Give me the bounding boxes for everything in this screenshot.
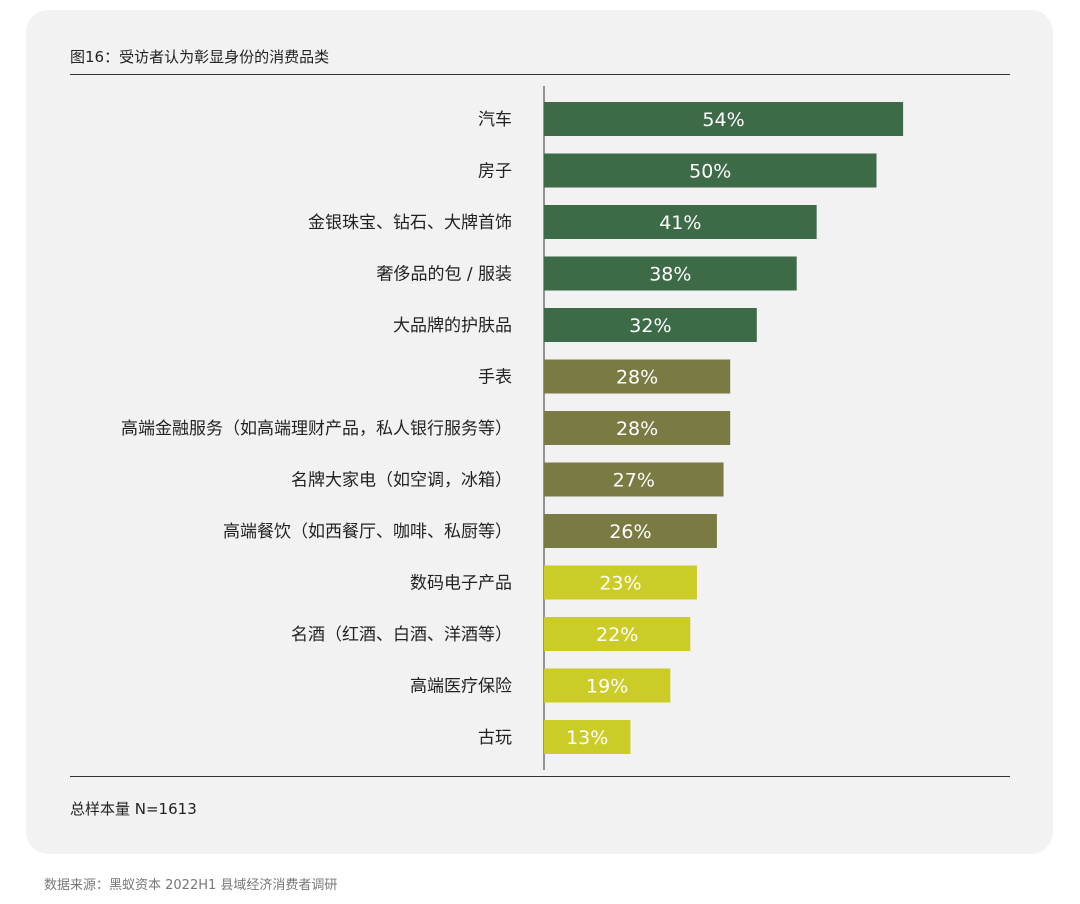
bar	[544, 308, 757, 342]
bottom-divider	[70, 776, 1010, 777]
category-label: 高端金融服务（如高端理财产品，私人银行服务等）	[121, 419, 512, 439]
chart-title: 图16：受访者认为彰显身份的消费品类	[70, 48, 330, 66]
data-label: 54%	[702, 109, 744, 131]
data-label: 38%	[649, 264, 691, 286]
category-label: 高端医疗保险	[410, 677, 512, 697]
bar	[544, 205, 817, 239]
data-label: 41%	[659, 212, 701, 234]
category-label: 古玩	[478, 728, 512, 748]
bar	[544, 102, 904, 136]
category-label: 手表	[478, 368, 512, 388]
bar	[544, 617, 691, 651]
data-source-note: 数据来源：黑蚁资本 2022H1 县域经济消费者调研	[44, 878, 338, 893]
bar	[544, 359, 731, 394]
title-divider	[70, 74, 1010, 75]
category-label: 数码电子产品	[410, 574, 512, 594]
category-label: 房子	[478, 162, 512, 182]
bar	[544, 514, 717, 548]
data-label: 28%	[616, 418, 658, 440]
bar-chart: 汽车 54% 房子 50% 金银珠宝、钻石、大牌首饰 41% 奢侈品的包 / 服装 38% 大品…	[121, 86, 904, 770]
data-label: 19%	[586, 676, 628, 698]
category-label: 奢侈品的包 / 服装	[376, 265, 512, 285]
category-label: 高端餐饮（如西餐厅、咖啡、私厨等）	[223, 522, 512, 542]
data-label: 23%	[599, 573, 641, 595]
data-label: 50%	[689, 161, 731, 183]
category-label: 金银珠宝、钻石、大牌首饰	[308, 213, 512, 233]
category-label: 汽车	[478, 110, 512, 130]
data-label: 13%	[566, 727, 608, 749]
bar	[544, 153, 877, 188]
bar	[544, 411, 731, 445]
data-label: 27%	[613, 470, 655, 492]
data-label: 22%	[596, 624, 638, 646]
category-label: 大品牌的护肤品	[393, 316, 512, 336]
bar	[544, 256, 797, 291]
chart-card: 图16：受访者认为彰显身份的消费品类 汽车 54% 房子 50% 金银珠宝、钻石、大牌首…	[26, 10, 1053, 854]
category-label: 名酒（红酒、白酒、洋酒等）	[291, 625, 512, 645]
bar	[544, 462, 724, 497]
sample-size-note: 总样本量 N=1613	[70, 800, 197, 818]
bar	[544, 668, 671, 703]
data-label: 32%	[629, 315, 671, 337]
data-label: 26%	[609, 521, 651, 543]
data-label: 28%	[616, 367, 658, 389]
bar	[544, 720, 631, 754]
bar	[544, 565, 697, 600]
category-label: 名牌大家电（如空调，冰箱）	[291, 471, 512, 491]
